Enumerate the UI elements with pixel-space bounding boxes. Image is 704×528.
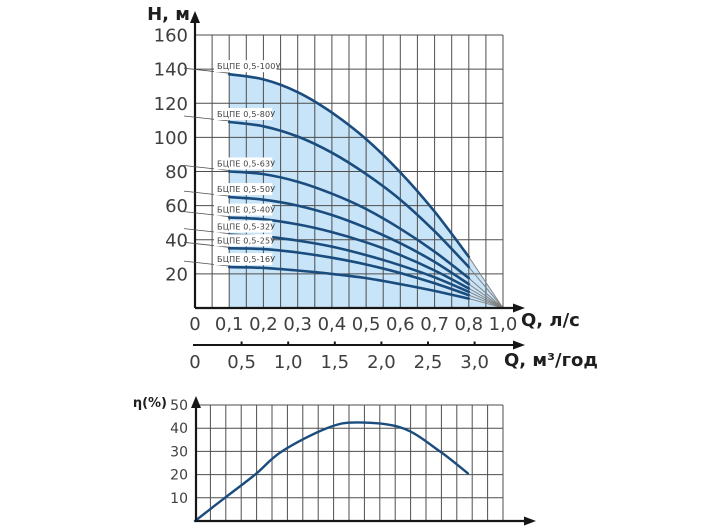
curve-label: БЦПЕ 0,5-25У: [217, 236, 275, 245]
curve-label-leader: [183, 190, 230, 197]
curve-label-leader: [183, 241, 230, 248]
x-tick-label: 0,2: [249, 314, 278, 335]
y-tick-label: 50: [170, 398, 188, 414]
y-tick-label: 40: [165, 230, 188, 251]
curve-label-leader: [183, 260, 230, 267]
efficiency-chart: 10 20 30 40 50: [170, 396, 536, 526]
x-tick-label: 0,1: [215, 314, 244, 335]
curve-label: БЦПЕ 0,5-40У: [217, 206, 275, 215]
pump-curve-1: [227, 120, 471, 269]
x2-tick-label: 1,5: [320, 352, 349, 373]
curve-label-box: [214, 253, 273, 266]
y-tick-label: 120: [154, 94, 188, 115]
x-tick-label: 0,7: [420, 314, 449, 335]
x-axis-title-flow-lps: Q, л/с: [521, 310, 580, 331]
y-axis-title-head: H, м: [147, 4, 190, 25]
curve-label: БЦПЕ 0,5-32У: [217, 223, 275, 232]
curve-tail-line: [468, 288, 504, 309]
pump-curve-3: [227, 195, 471, 286]
curve-tail-line: [468, 294, 504, 309]
tick-labels-bottom: 10 20 30 40 50: [170, 398, 188, 507]
x2-tick-label: 0,5: [227, 352, 256, 373]
y-axis-title-efficiency: η(%): [132, 396, 167, 411]
curve-tail-line: [468, 298, 504, 309]
curve-label: БЦПЕ 0,5-100У: [217, 62, 281, 71]
y-tick-label: 30: [170, 444, 188, 460]
pump-curve-7: [227, 265, 471, 300]
curve-label-box: [214, 60, 277, 73]
fan-lines: [468, 256, 504, 309]
pump-curve-2: [227, 170, 471, 280]
x2-tick-label: 0: [189, 352, 200, 373]
x-tick-label: 0: [189, 314, 200, 335]
x2-tick-label: 2,5: [414, 352, 443, 373]
curve-label-box: [214, 203, 273, 216]
x2-tick-label: 3,0: [460, 352, 489, 373]
pump-curve-4: [227, 216, 471, 290]
curve-tail-line: [468, 277, 504, 309]
curve-tail-line: [468, 256, 504, 309]
curve-label-box: [214, 183, 273, 196]
x-tick-label: 1,0: [489, 314, 518, 335]
curve-label-box: [214, 157, 273, 170]
curve-label-leader: [183, 211, 230, 217]
x2-tick-label: 1,0: [274, 352, 303, 373]
efficiency-curve: [193, 421, 470, 523]
x-tick-label: 0,8: [454, 314, 483, 335]
y-tick-label: 60: [165, 196, 188, 217]
curve-label-leader: [183, 165, 230, 171]
y-axis-arrow: [191, 396, 201, 408]
y-tick-label: 80: [165, 162, 188, 183]
x-axis-arrow: [524, 516, 536, 526]
x-axis-arrow: [513, 303, 525, 313]
curve-label-leader: [183, 67, 230, 74]
y-tick-label: 20: [165, 264, 188, 285]
secondary-axis-arrow: [513, 340, 525, 350]
x-tick-label: 0,4: [318, 314, 347, 335]
curve-label: БЦПЕ 0,5-63У: [217, 160, 275, 169]
curve-tail-line: [468, 291, 504, 309]
curve-label-box: [214, 220, 273, 233]
y-tick-label: 10: [170, 491, 188, 507]
pump-curves: [227, 72, 471, 300]
x-tick-label: 0,6: [386, 314, 415, 335]
y-tick-label: 160: [154, 26, 188, 47]
curve-tail-line: [468, 266, 504, 309]
axes-bottom: [194, 403, 527, 523]
y-tick-label: 40: [170, 421, 188, 437]
curve-label-leader: [183, 228, 230, 234]
curve-label-leader: [183, 115, 230, 122]
axes-top: [193, 20, 516, 310]
y-tick-label: 140: [154, 60, 188, 81]
pump-curve-0: [227, 72, 471, 259]
x-axis-title-flow-m3h: Q, м³/год: [504, 350, 598, 371]
y-axis-arrow: [190, 11, 200, 23]
secondary-x-axis: [193, 341, 516, 346]
x-tick-label: 0,3: [283, 314, 312, 335]
curve-label-box: [214, 234, 273, 247]
curve-label-box: [214, 108, 273, 120]
curve-tail-line: [468, 283, 504, 309]
x-tick-label: 0,5: [352, 314, 381, 335]
pump-curve-6: [227, 247, 471, 297]
y-tick-label: 100: [154, 128, 188, 149]
curve-label: БЦПЕ 0,5-80У: [217, 110, 275, 119]
curve-labels: БЦПЕ 0,5-100У БЦПЕ 0,5-80У БЦПЕ 0,5-63У БЦП…: [183, 60, 281, 267]
curve-label: БЦПЕ 0,5-16У: [217, 255, 275, 264]
curve-label: БЦПЕ 0,5-50У: [217, 185, 275, 194]
y-tick-label: 20: [170, 468, 188, 484]
x2-tick-label: 2,0: [367, 352, 396, 373]
